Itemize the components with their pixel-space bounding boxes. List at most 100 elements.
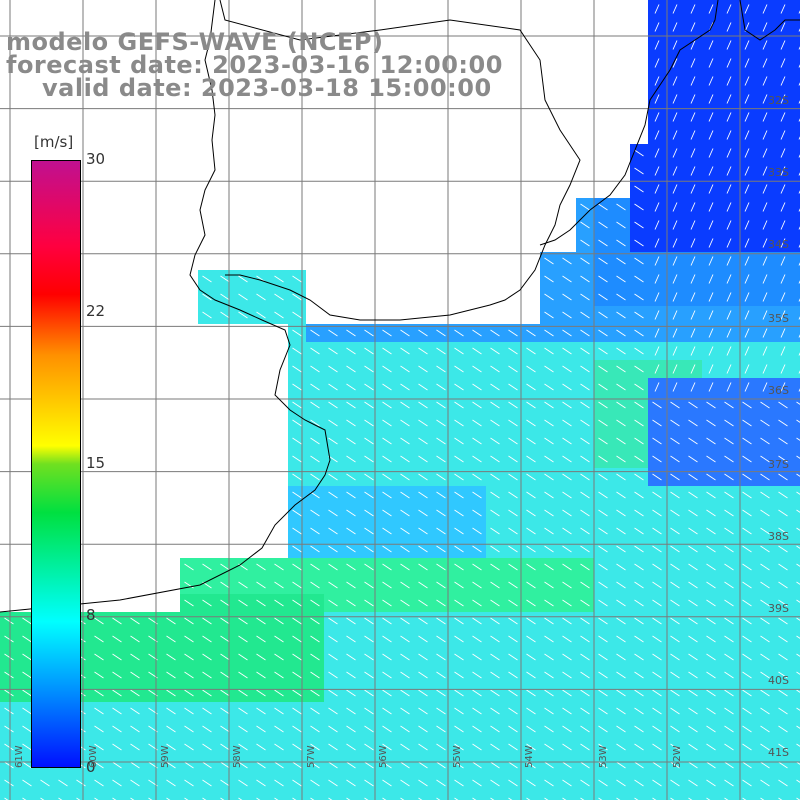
wind-arrow [742, 545, 752, 553]
wind-arrow [508, 383, 518, 391]
wind-arrow [382, 581, 392, 589]
field-cell [792, 306, 800, 324]
wind-arrow [652, 635, 662, 643]
wind-arrow [562, 725, 572, 733]
lat-label-34s: 34S [768, 238, 789, 251]
wind-arrow [652, 473, 662, 481]
wind-arrow [562, 329, 572, 337]
wind-arrow [166, 797, 171, 800]
wind-arrow [400, 419, 410, 427]
wind-arrow [780, 94, 786, 104]
wind-arrow [364, 617, 374, 625]
wind-arrow [292, 491, 302, 499]
wind-arrow [708, 364, 714, 374]
wind-arrow [382, 653, 392, 661]
wind-arrow [762, 40, 768, 50]
wind-arrow [418, 473, 428, 481]
field-cell [792, 522, 800, 540]
wind-arrow [616, 761, 626, 769]
wind-arrow [256, 779, 266, 787]
wind-arrow [490, 725, 500, 733]
field-cell [792, 252, 800, 270]
wind-arrow [598, 725, 608, 733]
wind-arrow [400, 401, 410, 409]
wind-arrow [346, 401, 356, 409]
field-cell [144, 792, 162, 800]
wind-arrow [744, 346, 750, 356]
wind-arrow [328, 509, 338, 517]
wind-arrow [580, 221, 590, 229]
wind-arrow [292, 743, 302, 751]
wind-arrow [634, 185, 644, 193]
wind-arrow [726, 148, 732, 158]
wind-arrow [742, 509, 752, 517]
wind-arrow [598, 401, 608, 409]
field-cell [720, 792, 738, 800]
wind-arrow [780, 310, 786, 320]
wind-arrow [418, 779, 428, 787]
title-forecast-date: forecast date: 2023-03-16 12:00:00 [6, 51, 503, 79]
wind-arrow [580, 527, 590, 535]
wind-arrow [742, 725, 752, 733]
wind-arrow [724, 671, 734, 679]
wind-arrow [454, 329, 464, 337]
wind-arrow [292, 293, 302, 301]
wind-arrow [652, 563, 662, 571]
wind-arrow [472, 365, 482, 373]
wind-arrow [706, 509, 716, 517]
wind-arrow [688, 401, 698, 409]
wind-arrow [690, 346, 696, 356]
lat-label-40s: 40S [768, 674, 789, 687]
wind-arrow [184, 779, 194, 787]
wind-arrow [562, 437, 572, 445]
wind-arrow [670, 707, 680, 715]
wind-arrow [598, 239, 608, 247]
wind-arrow [598, 599, 608, 607]
wind-arrow [328, 617, 338, 625]
wind-arrow [112, 743, 122, 751]
field-cell [576, 792, 594, 800]
wind-arrow [706, 491, 716, 499]
wind-arrow [238, 599, 248, 607]
wind-arrow [472, 437, 482, 445]
wind-arrow [598, 617, 608, 625]
wind-arrow [382, 401, 392, 409]
wind-arrow [292, 437, 302, 445]
wind-arrow [762, 202, 768, 212]
lat-label-37s: 37S [768, 458, 789, 471]
wind-arrow [436, 671, 446, 679]
wind-arrow [274, 689, 284, 697]
wind-arrow [688, 671, 698, 679]
wind-arrow [328, 599, 338, 607]
wind-arrow [328, 437, 338, 445]
wind-arrow [690, 256, 696, 266]
wind-arrow [526, 347, 536, 355]
wind-arrow [490, 563, 500, 571]
wind-arrow [328, 725, 338, 733]
wind-arrow [780, 4, 786, 14]
wind-arrow [274, 707, 284, 715]
wind-arrow [130, 779, 140, 787]
wind-arrow [472, 527, 482, 535]
wind-arrow [796, 563, 800, 567]
wind-arrow [634, 455, 644, 463]
wind-arrow [310, 725, 320, 733]
field-cell [792, 288, 800, 306]
field-cell [540, 792, 558, 800]
wind-arrow [762, 4, 768, 14]
wind-arrow [562, 563, 572, 571]
wind-arrow [472, 617, 482, 625]
wind-arrow [310, 383, 320, 391]
wind-arrow [742, 707, 752, 715]
wind-arrow [742, 473, 752, 481]
wind-arrow [382, 635, 392, 643]
wind-arrow [760, 455, 770, 463]
wind-arrow [400, 347, 410, 355]
wind-arrow [382, 455, 392, 463]
wind-arrow [652, 797, 657, 800]
wind-arrow [562, 257, 572, 265]
wind-arrow [418, 455, 428, 463]
wind-arrow [778, 635, 788, 643]
wind-arrow [418, 491, 428, 499]
wind-arrow [346, 365, 356, 373]
